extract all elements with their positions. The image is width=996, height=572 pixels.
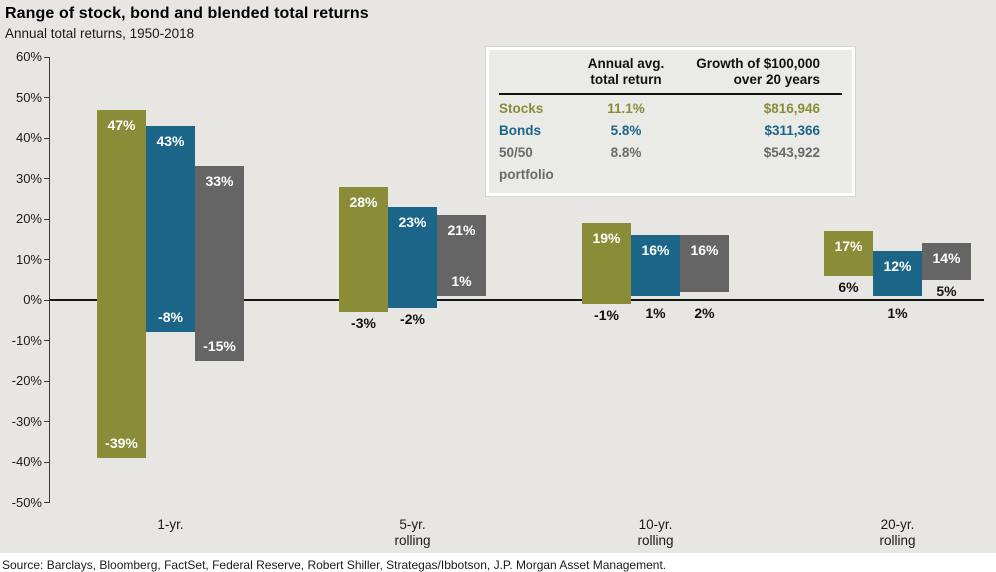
y-axis-tick: [44, 56, 49, 58]
bar-max-label-stocks: 19%: [592, 230, 621, 247]
x-axis-category-label: 20-yr. rolling: [879, 517, 916, 548]
y-axis-tick: [44, 421, 49, 422]
y-axis-tick: [44, 218, 49, 220]
bar-max-label-bonds: 16%: [641, 242, 670, 259]
bar-max-label-50-50-portfolio: 16%: [690, 242, 719, 259]
y-axis-tick-label: -50%: [11, 494, 42, 510]
summary-row-stocks-return: 11.1%: [607, 101, 645, 116]
bar-50-50-portfolio: [195, 166, 244, 361]
summary-table-header-rule: [499, 93, 842, 95]
y-axis-tick-label: 10%: [15, 251, 42, 267]
bar-50-50-portfolio: [437, 214, 486, 296]
summary-table-header-growth: Growth of $100,000 over 20 years: [696, 56, 820, 87]
y-axis-tick: [44, 502, 49, 503]
bar-min-label-stocks: -3%: [351, 315, 376, 332]
x-axis-category-label: 10-yr. rolling: [637, 517, 674, 548]
bar-max-label-stocks: 17%: [834, 238, 863, 255]
bar-max-label-bonds: 43%: [156, 132, 185, 149]
y-axis-tick: [44, 97, 49, 98]
y-axis-tick: [44, 340, 49, 341]
bar-min-label-50-50-portfolio: 5%: [936, 282, 957, 299]
bar-min-label-bonds: -8%: [158, 309, 183, 326]
y-axis-tick-label: -20%: [11, 373, 42, 388]
bar-max-label-50-50-portfolio: 33%: [205, 173, 234, 190]
y-axis-tick-label: 0%: [23, 292, 42, 307]
y-axis-tick: [44, 259, 49, 260]
summary-table: Annual avg. total return Growth of $100,…: [486, 47, 855, 196]
bar-min-label-stocks: 6%: [838, 278, 859, 295]
bar-min-label-50-50-portfolio: 1%: [451, 272, 472, 289]
bar-stocks: [582, 223, 631, 305]
y-axis-tick-label: -10%: [11, 332, 42, 348]
bar-bonds: [388, 206, 437, 309]
bar-min-label-bonds: 1%: [887, 305, 908, 321]
summary-table-corner: [499, 55, 570, 88]
y-axis-tick: [44, 178, 49, 179]
y-axis-tick: [44, 380, 49, 382]
bar-min-label-50-50-portfolio: -15%: [203, 337, 236, 354]
bar-bonds: [873, 251, 922, 296]
bar-min-label-stocks: -1%: [594, 307, 619, 324]
bar-min-label-bonds: -2%: [400, 311, 425, 328]
bar-max-label-bonds: 12%: [883, 258, 912, 275]
y-axis-tick: [44, 461, 49, 463]
zero-baseline: [49, 299, 984, 301]
summary-row-stocks-label: Stocks: [499, 101, 544, 116]
bar-max-label-stocks: 47%: [107, 116, 136, 133]
bar-50-50-portfolio: [680, 235, 729, 292]
bar-bonds: [631, 235, 680, 296]
y-axis-tick-label: 60%: [15, 49, 42, 64]
summary-row-bonds-label: Bonds: [499, 123, 541, 138]
bar-stocks: [339, 186, 388, 313]
source-text: Source: Barclays, Bloomberg, FactSet, Fe…: [2, 558, 667, 572]
bar-max-label-50-50-portfolio: 21%: [447, 221, 476, 238]
source-strip: Source: Barclays, Bloomberg, FactSet, Fe…: [0, 553, 996, 572]
summary-row-bonds-return: 5.8%: [610, 123, 642, 138]
bar-50-50-portfolio: [922, 243, 971, 280]
bar-bonds: [146, 125, 195, 333]
bar-min-label-bonds: 1%: [645, 305, 666, 321]
y-axis-tick-label: 40%: [15, 130, 42, 145]
y-axis-tick: [44, 299, 49, 301]
y-axis-tick-label: -30%: [11, 413, 42, 429]
y-axis-tick-label: 50%: [15, 89, 42, 105]
bar-min-label-50-50-portfolio: 2%: [694, 305, 715, 321]
bar-stocks: [97, 109, 146, 458]
x-axis-category-label: 5-yr. rolling: [394, 517, 431, 548]
bar-min-label-stocks: -39%: [105, 434, 138, 451]
y-axis-tick-label: -40%: [11, 454, 42, 469]
summary-row-stocks-growth: $816,946: [763, 101, 820, 116]
bar-max-label-stocks: 28%: [349, 193, 378, 210]
page-subtitle: Annual total returns, 1950-2018: [5, 26, 195, 41]
x-axis-category-label: 1-yr.: [157, 517, 184, 532]
summary-row-5050-return: 8.8%: [610, 145, 642, 160]
page-title: Range of stock, bond and blended total r…: [5, 5, 369, 22]
y-axis-line: [49, 57, 50, 503]
summary-table-header-return: Annual avg. total return: [587, 56, 665, 87]
bar-stocks: [824, 231, 873, 276]
bar-max-label-50-50-portfolio: 14%: [932, 250, 961, 267]
y-axis-tick-label: 20%: [15, 211, 42, 226]
bar-max-label-bonds: 23%: [398, 213, 427, 230]
y-axis-tick-label: 30%: [15, 170, 42, 186]
summary-row-5050-growth: $543,922: [763, 145, 820, 160]
summary-row-bonds-growth: $311,366: [764, 123, 820, 138]
summary-row-5050-label: 50/50 portfolio: [499, 145, 554, 182]
y-axis-tick: [44, 137, 49, 139]
